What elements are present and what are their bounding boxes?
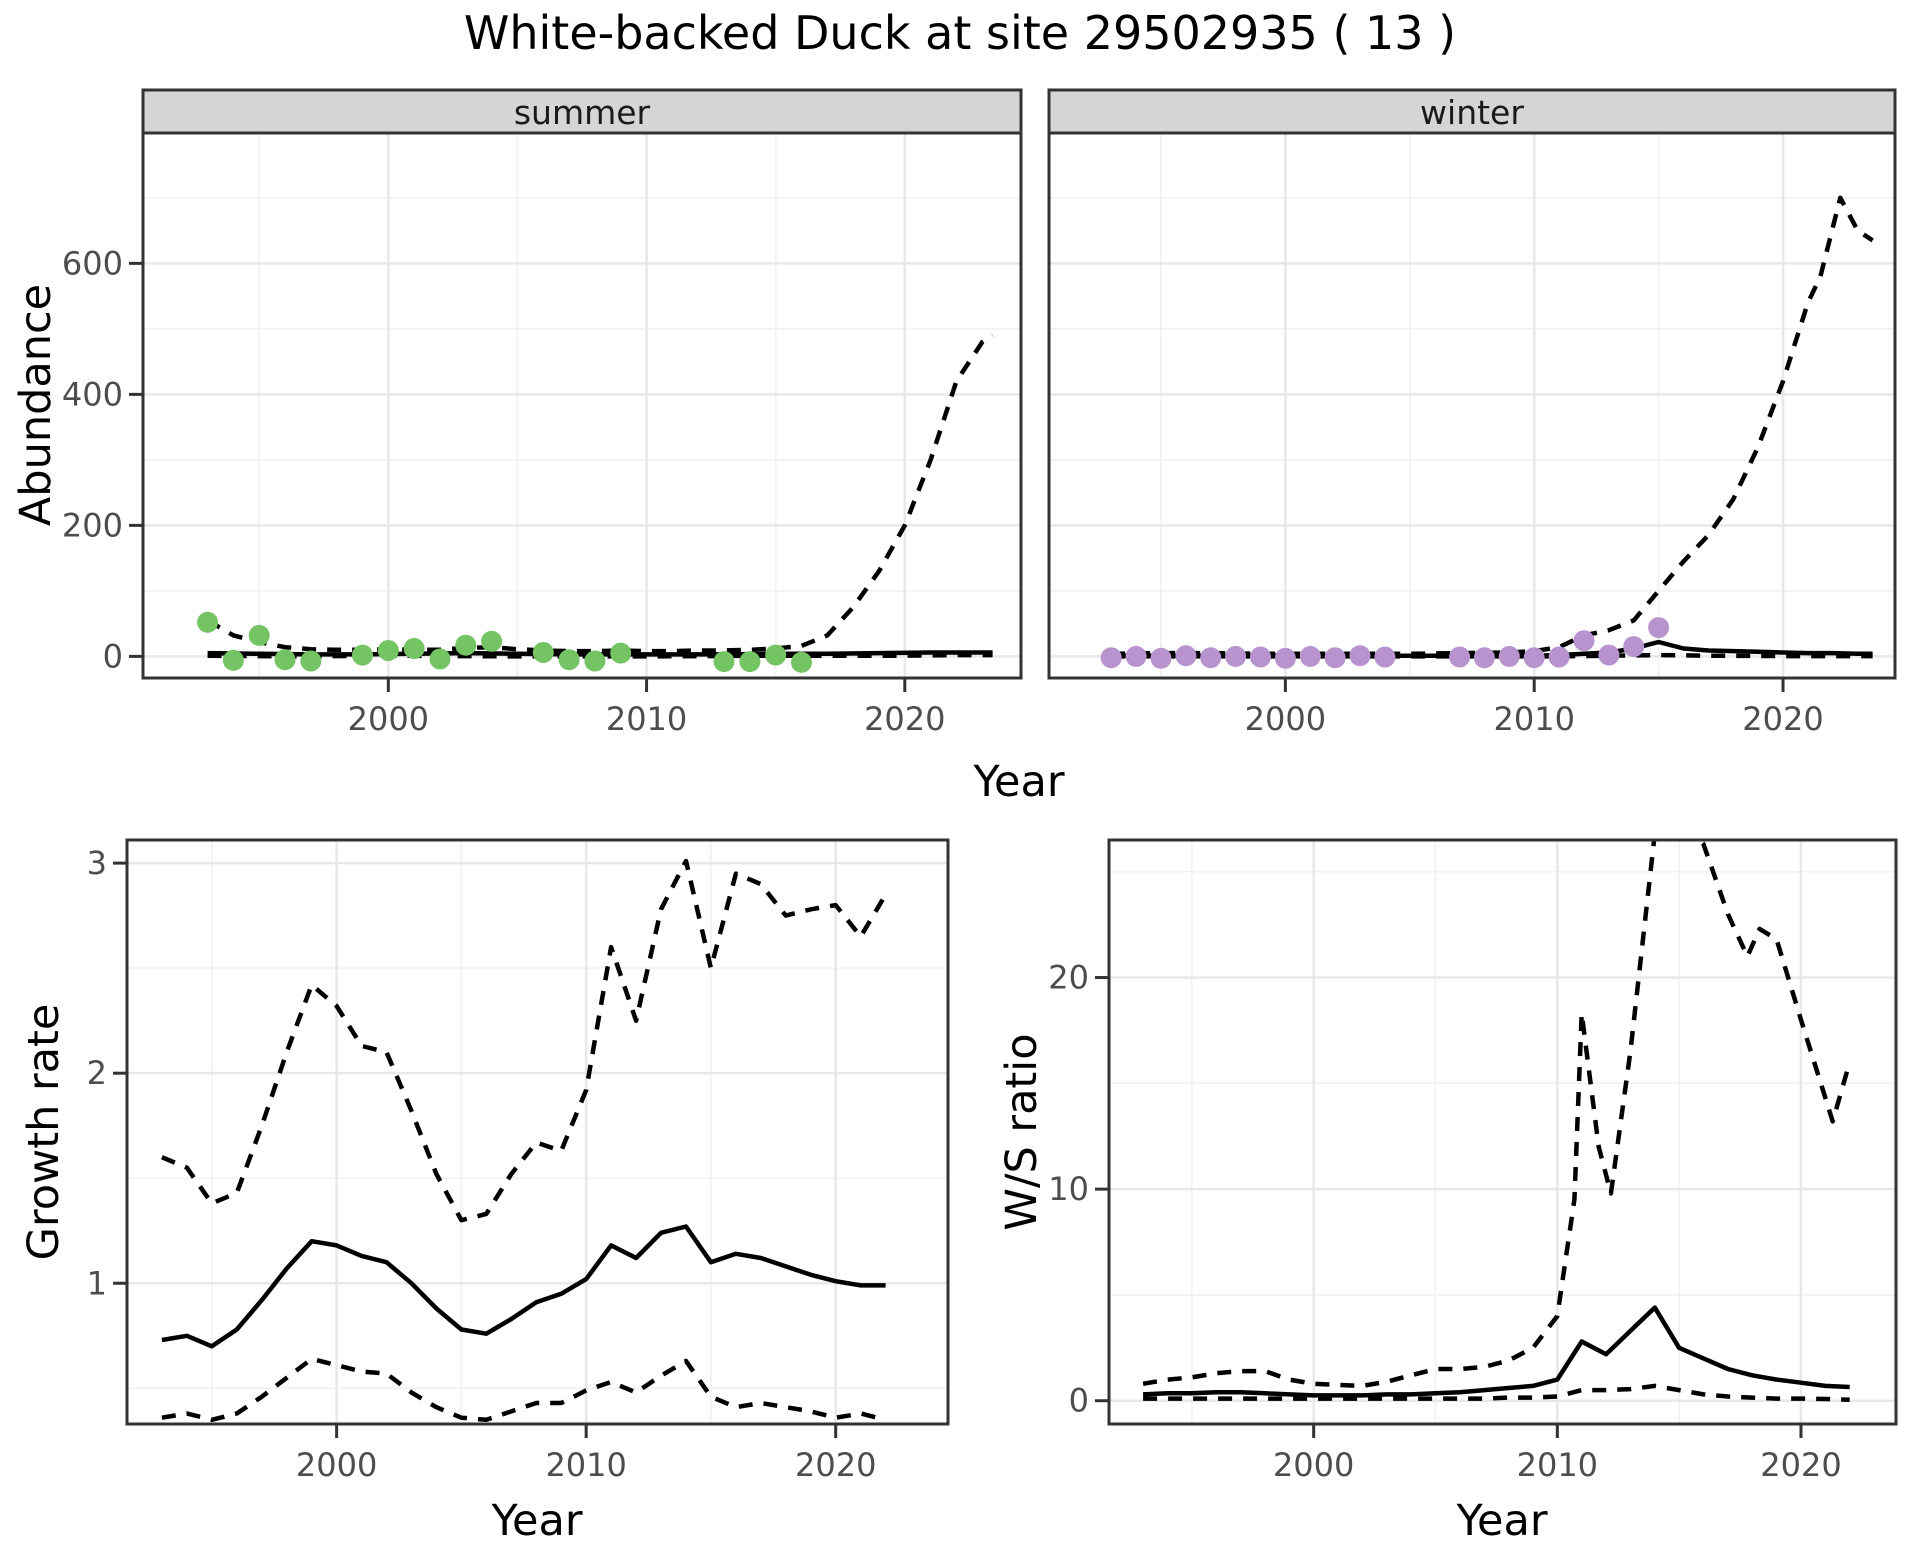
x-axis-title-year-growth: Year <box>491 1496 583 1546</box>
summer-observations-point <box>739 651 761 673</box>
winter-observations-point <box>1100 647 1122 669</box>
winter-observations-point <box>1374 646 1396 668</box>
x-tick-label: 2010 <box>1517 1446 1598 1484</box>
winter-observations-point <box>1598 644 1620 666</box>
y-tick-label: 1 <box>87 1264 107 1302</box>
x-tick-label: 2020 <box>1760 1446 1841 1484</box>
winter-observations-point <box>1623 636 1645 658</box>
x-tick-label: 2000 <box>348 700 429 738</box>
y-tick-label: 10 <box>1048 1170 1089 1208</box>
median-line <box>1142 1305 1850 1398</box>
summer-observations-point <box>222 649 244 671</box>
x-axis-title-year-top: Year <box>973 757 1065 807</box>
winter-observations-point <box>1573 630 1595 652</box>
winter-observations-point <box>1125 645 1147 667</box>
facet-strip <box>141 88 1023 135</box>
facet-strip-label-summer: summer <box>513 93 651 132</box>
x-tick-label: 2010 <box>606 700 687 738</box>
summer-observations-point <box>300 650 322 672</box>
summer-observations-point <box>791 651 812 673</box>
summer-observations-point <box>377 640 399 661</box>
x-tick-label: 2020 <box>795 1446 876 1484</box>
winter-observations-point <box>1225 645 1247 667</box>
winter-observations-point <box>1449 646 1471 668</box>
y-axis-title-growth-rate: Growth rate <box>19 1003 69 1261</box>
winter-observations-point <box>1175 645 1197 667</box>
winter-observations-point <box>1299 645 1321 667</box>
y-tick-label: 400 <box>62 375 123 413</box>
panel-background <box>127 840 948 1424</box>
winter-observations-point <box>1250 646 1271 668</box>
plot-area-growth-rate <box>161 858 888 1423</box>
x-tick-label: 2000 <box>1273 1446 1354 1484</box>
summer-observations-point <box>197 611 219 633</box>
lower-ci-line <box>207 652 993 659</box>
x-axis-title-year-ws: Year <box>1456 1496 1548 1546</box>
lower-ci-line <box>1111 652 1873 659</box>
winter-observations-point <box>1274 647 1296 669</box>
plot-area-abundance-winter <box>1100 195 1874 669</box>
panel-background <box>143 133 1021 678</box>
panel-ws-ratio: 2000 2010 2020 0 10 20 <box>1048 838 1898 1484</box>
summer-observations-point <box>274 649 296 671</box>
upper-ci-line <box>1142 840 1852 1389</box>
plot-area-abundance-summer <box>197 333 994 673</box>
upper-ci-line <box>161 858 888 1223</box>
summer-observations-point <box>455 634 477 656</box>
summer-observations-point <box>713 651 735 673</box>
x-tick-label: 2010 <box>545 1446 626 1484</box>
panel-abundance-summer: 2000 2010 2020 0 200 400 600 <box>62 88 1023 738</box>
facet-strip-label-winter: winter <box>1420 93 1524 132</box>
panel-background <box>1049 133 1895 678</box>
summer-observations-point <box>429 648 451 670</box>
x-tick-label: 2000 <box>296 1446 377 1484</box>
summer-observations-point <box>352 644 373 666</box>
y-tick-label: 3 <box>87 844 107 882</box>
x-tick-label: 2020 <box>864 700 945 738</box>
median-line <box>161 1224 886 1349</box>
plot-area-ws-ratio <box>1142 840 1852 1402</box>
y-tick-label: 20 <box>1048 959 1089 997</box>
panel-background <box>1109 840 1896 1424</box>
x-tick-label: 2020 <box>1742 700 1823 738</box>
panel-abundance-winter: 2000 2010 2020 <box>1047 88 1897 738</box>
winter-observations-point <box>1548 646 1570 668</box>
summer-observations-point <box>558 649 580 671</box>
panel-border <box>125 838 950 1426</box>
lower-ci-line <box>1143 1383 1850 1402</box>
summer-observations-point <box>765 644 787 666</box>
y-tick-label: 200 <box>62 506 123 544</box>
y-axis-title-ws-ratio: W/S ratio <box>997 1033 1047 1231</box>
winter-observations-point <box>1648 617 1670 639</box>
winter-observations-point <box>1349 645 1371 667</box>
plot-title: White-backed Duck at site 29502935 ( 13 … <box>463 6 1457 60</box>
facet-strip <box>1047 88 1897 135</box>
winter-observations-point <box>1324 647 1346 669</box>
summer-observations-point <box>584 650 606 672</box>
y-tick-label: 0 <box>103 637 123 675</box>
summer-observations-point <box>610 642 632 664</box>
winter-observations-point <box>1150 647 1172 669</box>
summer-observations-point <box>248 624 270 646</box>
upper-ci-line <box>1111 195 1874 657</box>
y-tick-label: 0 <box>1069 1382 1089 1420</box>
upper-ci-line <box>206 333 994 654</box>
summer-observations-point <box>532 642 554 663</box>
summer-observations-point <box>403 638 425 659</box>
summer-observations-point <box>481 630 503 652</box>
x-tick-label: 2000 <box>1245 700 1326 738</box>
winter-observations-point <box>1200 647 1222 669</box>
panel-growth-rate: 2000 2010 2020 1 2 3 <box>87 838 950 1484</box>
panel-border <box>1107 838 1898 1426</box>
y-tick-label: 2 <box>87 1054 107 1092</box>
y-tick-label: 600 <box>62 244 123 282</box>
winter-observations-point <box>1498 645 1520 667</box>
winter-observations-point <box>1473 647 1495 669</box>
lower-ci-line <box>161 1356 887 1423</box>
x-tick-label: 2010 <box>1493 700 1574 738</box>
winter-observations-point <box>1523 647 1545 669</box>
y-axis-title-abundance: Abundance <box>11 283 61 527</box>
